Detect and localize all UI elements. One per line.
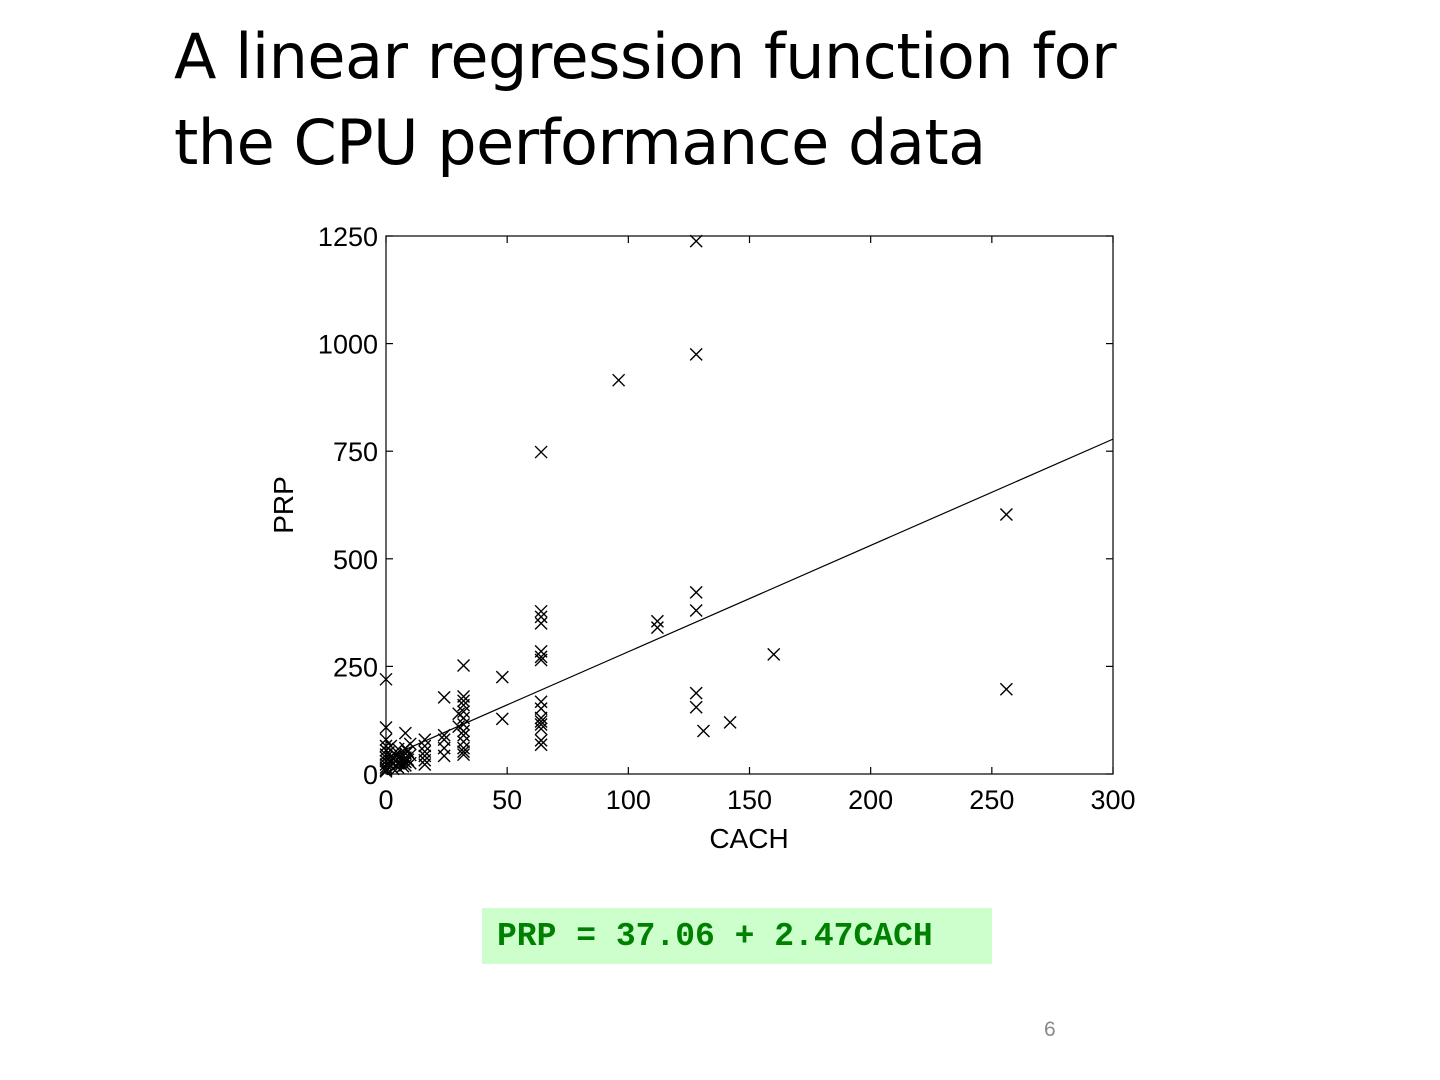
data-point bbox=[457, 745, 471, 759]
page-number: 6 bbox=[1044, 1018, 1056, 1041]
data-point bbox=[495, 670, 509, 684]
data-point bbox=[689, 234, 703, 248]
regression-equation-box: PRP = 37.06 + 2.47CACH bbox=[482, 908, 992, 964]
data-point bbox=[457, 724, 471, 738]
data-point bbox=[696, 724, 710, 738]
plot-frame bbox=[385, 235, 1114, 775]
data-point bbox=[457, 735, 471, 749]
data-point bbox=[398, 726, 412, 740]
data-point bbox=[437, 690, 451, 704]
x-tick-label: 150 bbox=[727, 785, 772, 815]
data-point bbox=[457, 741, 471, 755]
data-point bbox=[534, 722, 548, 736]
data-point bbox=[437, 749, 451, 763]
y-axis-label: PRP bbox=[268, 476, 299, 534]
x-axis-label: CACH bbox=[709, 823, 788, 854]
data-point bbox=[379, 733, 393, 747]
data-point bbox=[457, 659, 471, 673]
x-tick-label: 300 bbox=[1090, 785, 1135, 815]
data-point bbox=[650, 614, 664, 628]
slide-title-line-2: the CPU performance data bbox=[174, 106, 986, 179]
data-point bbox=[403, 756, 417, 770]
data-point bbox=[418, 753, 432, 767]
x-tick-label: 50 bbox=[492, 785, 522, 815]
data-point bbox=[418, 739, 432, 753]
data-points bbox=[379, 234, 1013, 778]
x-tick-label: 100 bbox=[606, 785, 651, 815]
y-tick-label: 1250 bbox=[318, 222, 378, 252]
data-point bbox=[689, 603, 703, 617]
data-point bbox=[418, 733, 432, 747]
data-point bbox=[689, 686, 703, 700]
axis-tick-labels: 0 50 100 150 200 250 300 0 250 500 750 1000 1250 bbox=[318, 222, 1136, 815]
data-point bbox=[534, 653, 548, 667]
data-point bbox=[457, 728, 471, 742]
regression-line bbox=[385, 438, 1114, 759]
axis-ticks bbox=[385, 235, 1114, 775]
data-point bbox=[534, 711, 548, 725]
x-tick-label: 200 bbox=[848, 785, 893, 815]
data-point bbox=[457, 705, 471, 719]
data-point bbox=[612, 373, 626, 387]
regression-equation: PRP = 37.06 + 2.47CACH bbox=[497, 917, 933, 955]
data-point bbox=[689, 585, 703, 599]
data-point bbox=[495, 712, 509, 726]
data-point bbox=[396, 759, 410, 773]
data-point bbox=[767, 647, 781, 661]
data-point bbox=[403, 737, 417, 751]
data-point bbox=[379, 672, 393, 686]
data-point bbox=[689, 347, 703, 361]
x-tick-label: 0 bbox=[378, 785, 393, 815]
data-point bbox=[999, 682, 1013, 696]
slide-title: A linear regression function for the CPU… bbox=[174, 14, 1117, 186]
data-point bbox=[650, 621, 664, 635]
data-point bbox=[999, 507, 1013, 521]
data-point bbox=[418, 758, 432, 772]
data-point bbox=[534, 738, 548, 752]
slide-title-line-1: A linear regression function for bbox=[174, 20, 1117, 93]
data-point bbox=[437, 728, 451, 742]
data-point bbox=[534, 616, 548, 630]
data-point bbox=[534, 702, 548, 716]
y-tick-label: 0 bbox=[363, 760, 378, 790]
y-tick-label: 500 bbox=[333, 545, 378, 575]
data-point bbox=[534, 650, 548, 664]
data-point bbox=[723, 715, 737, 729]
data-point bbox=[689, 700, 703, 714]
data-point bbox=[457, 698, 471, 712]
data-point bbox=[534, 695, 548, 709]
data-point bbox=[457, 694, 471, 708]
data-point bbox=[457, 718, 471, 731]
data-point bbox=[534, 445, 548, 459]
y-tick-label: 1000 bbox=[318, 330, 378, 360]
data-point bbox=[457, 748, 471, 762]
data-point bbox=[457, 711, 471, 725]
data-point bbox=[534, 610, 548, 624]
data-point bbox=[534, 718, 548, 731]
data-point bbox=[379, 721, 393, 735]
y-tick-label: 250 bbox=[333, 652, 378, 682]
x-tick-label: 250 bbox=[969, 785, 1014, 815]
y-tick-label: 750 bbox=[333, 437, 378, 467]
data-point bbox=[534, 733, 548, 747]
data-point bbox=[534, 604, 548, 618]
